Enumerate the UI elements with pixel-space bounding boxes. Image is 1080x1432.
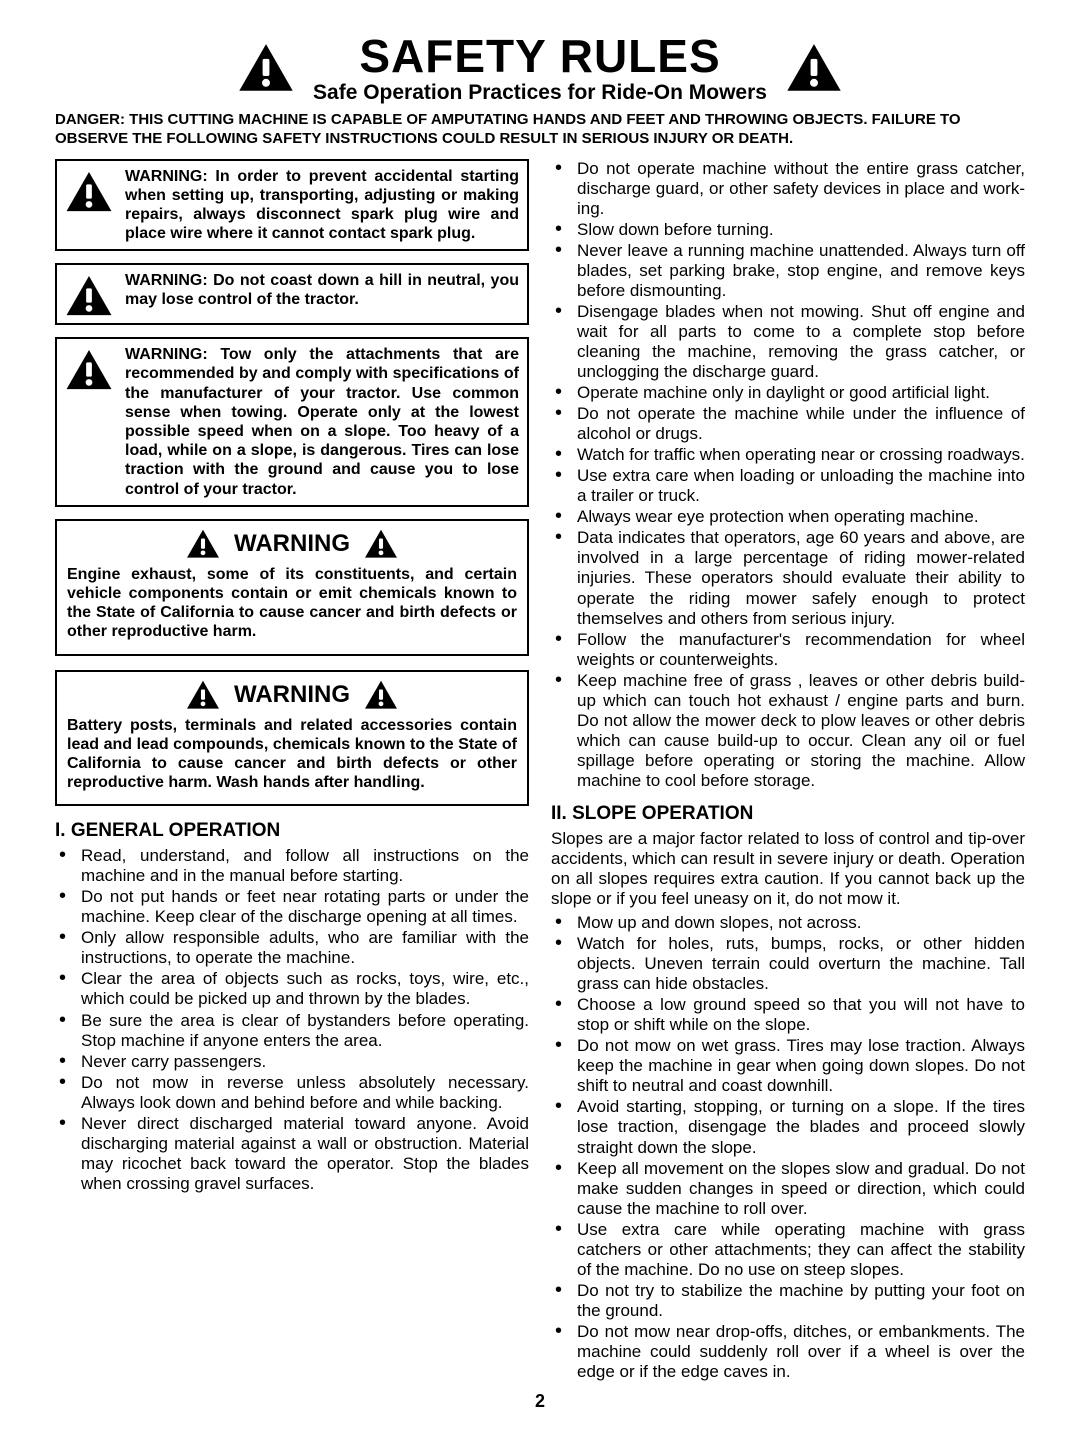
right-column: Do not operate machine without the entir… (551, 159, 1025, 1384)
list-item: Never leave a running machine unattended… (577, 241, 1025, 301)
warning-icon (785, 43, 843, 93)
list-item: Only allow responsible adults, who are f… (81, 928, 529, 968)
list-item: Never direct discharged material toward … (81, 1114, 529, 1194)
list-item: Do not mow near drop-offs, ditches, or e… (577, 1322, 1025, 1382)
danger-text: DANGER: THIS CUTTING MACHINE IS CAPABLE … (55, 111, 1025, 149)
list-item: Do not operate machine without the entir… (577, 159, 1025, 219)
warning-box: WARNING: Tow only the attachments that a… (55, 337, 529, 507)
left-column: WARNING: In order to prevent acci­den­ta… (55, 159, 529, 1384)
list-item: Watch for holes, ruts, bumps, rocks, or … (577, 934, 1025, 994)
warning-icon (364, 529, 398, 559)
section-heading: II. SLOPE OPERATION (551, 803, 1025, 825)
page-header: SAFETY RULES Safe Operation Practices fo… (55, 30, 1025, 105)
section-heading: I. GENERAL OPERATION (55, 820, 529, 842)
warning-icon (237, 43, 295, 93)
list-item: Do not mow on wet grass. Tires may lose … (577, 1036, 1025, 1096)
warning-icon (364, 680, 398, 710)
warning-text: WARNING: Do not coast down a hill in neu… (125, 271, 519, 309)
warning-callout: WARNING Battery posts, terminals and rel… (55, 670, 529, 807)
list-item: Do not put hands or feet near rotating p… (81, 887, 529, 927)
list-item: Disengage blades when not mowing. Shut o… (577, 302, 1025, 382)
list-item: Data indicates that operators, age 60 ye… (577, 528, 1025, 628)
general-operation-list-right: Do not operate machine without the entir… (551, 159, 1025, 791)
list-item: Mow up and down slopes, not across. (577, 913, 1025, 933)
warning-icon (65, 171, 113, 213)
list-item: Do not mow in reverse unless absolutely … (81, 1073, 529, 1113)
list-item: Do not try to stabilize the machine by p… (577, 1281, 1025, 1321)
warning-text: WARNING: Tow only the attachments that a… (125, 345, 519, 499)
main-title: SAFETY RULES (313, 30, 767, 83)
list-item: Operate machine only in daylight or good… (577, 383, 1025, 403)
page-number: 2 (55, 1391, 1025, 1412)
list-item: Do not operate the machine while under t… (577, 404, 1025, 444)
warning-icon (65, 349, 113, 391)
list-item: Be sure the area is clear of bystanders … (81, 1011, 529, 1051)
list-item: Read, understand, and follow all instruc… (81, 846, 529, 886)
list-item: Avoid starting, stopping, or turning on … (577, 1097, 1025, 1157)
warning-body: Battery posts, terminals and related acc… (67, 716, 517, 793)
list-item: Never carry passengers. (81, 1052, 529, 1072)
slope-intro: Slopes are a major factor related to los… (551, 829, 1025, 909)
list-item: Always wear eye protection when operatin… (577, 507, 1025, 527)
warning-box: WARNING: In order to prevent acci­den­ta… (55, 159, 529, 252)
warning-callout: WARNING Engine exhaust, some of its cons… (55, 519, 529, 656)
general-operation-list-left: Read, understand, and follow all instruc… (55, 846, 529, 1194)
warning-icon (186, 529, 220, 559)
list-item: Slow down before turning. (577, 220, 1025, 240)
warning-heading: WARNING (234, 681, 350, 709)
warning-icon (65, 275, 113, 317)
list-item: Use extra care while operating machine w… (577, 1220, 1025, 1280)
warning-icon (186, 680, 220, 710)
list-item: Follow the manufacturer's recommendation… (577, 630, 1025, 670)
list-item: Keep all movement on the slopes slow and… (577, 1159, 1025, 1219)
slope-operation-list: Mow up and down slopes, not across.Watch… (551, 913, 1025, 1382)
list-item: Clear the area of objects such as rocks,… (81, 969, 529, 1009)
list-item: Use extra care when loading or unloading… (577, 466, 1025, 506)
warning-body: Engine exhaust, some of its constituents… (67, 565, 517, 642)
warning-text: WARNING: In order to prevent acci­den­ta… (125, 167, 519, 244)
list-item: Watch for traffic when operating near or… (577, 445, 1025, 465)
list-item: Keep machine free of grass , leaves or o… (577, 671, 1025, 791)
list-item: Choose a low ground speed so that you wi… (577, 995, 1025, 1035)
subtitle: Safe Operation Practices for Ride-On Mow… (313, 81, 767, 105)
warning-heading: WARNING (234, 530, 350, 558)
warning-box: WARNING: Do not coast down a hill in neu… (55, 263, 529, 325)
